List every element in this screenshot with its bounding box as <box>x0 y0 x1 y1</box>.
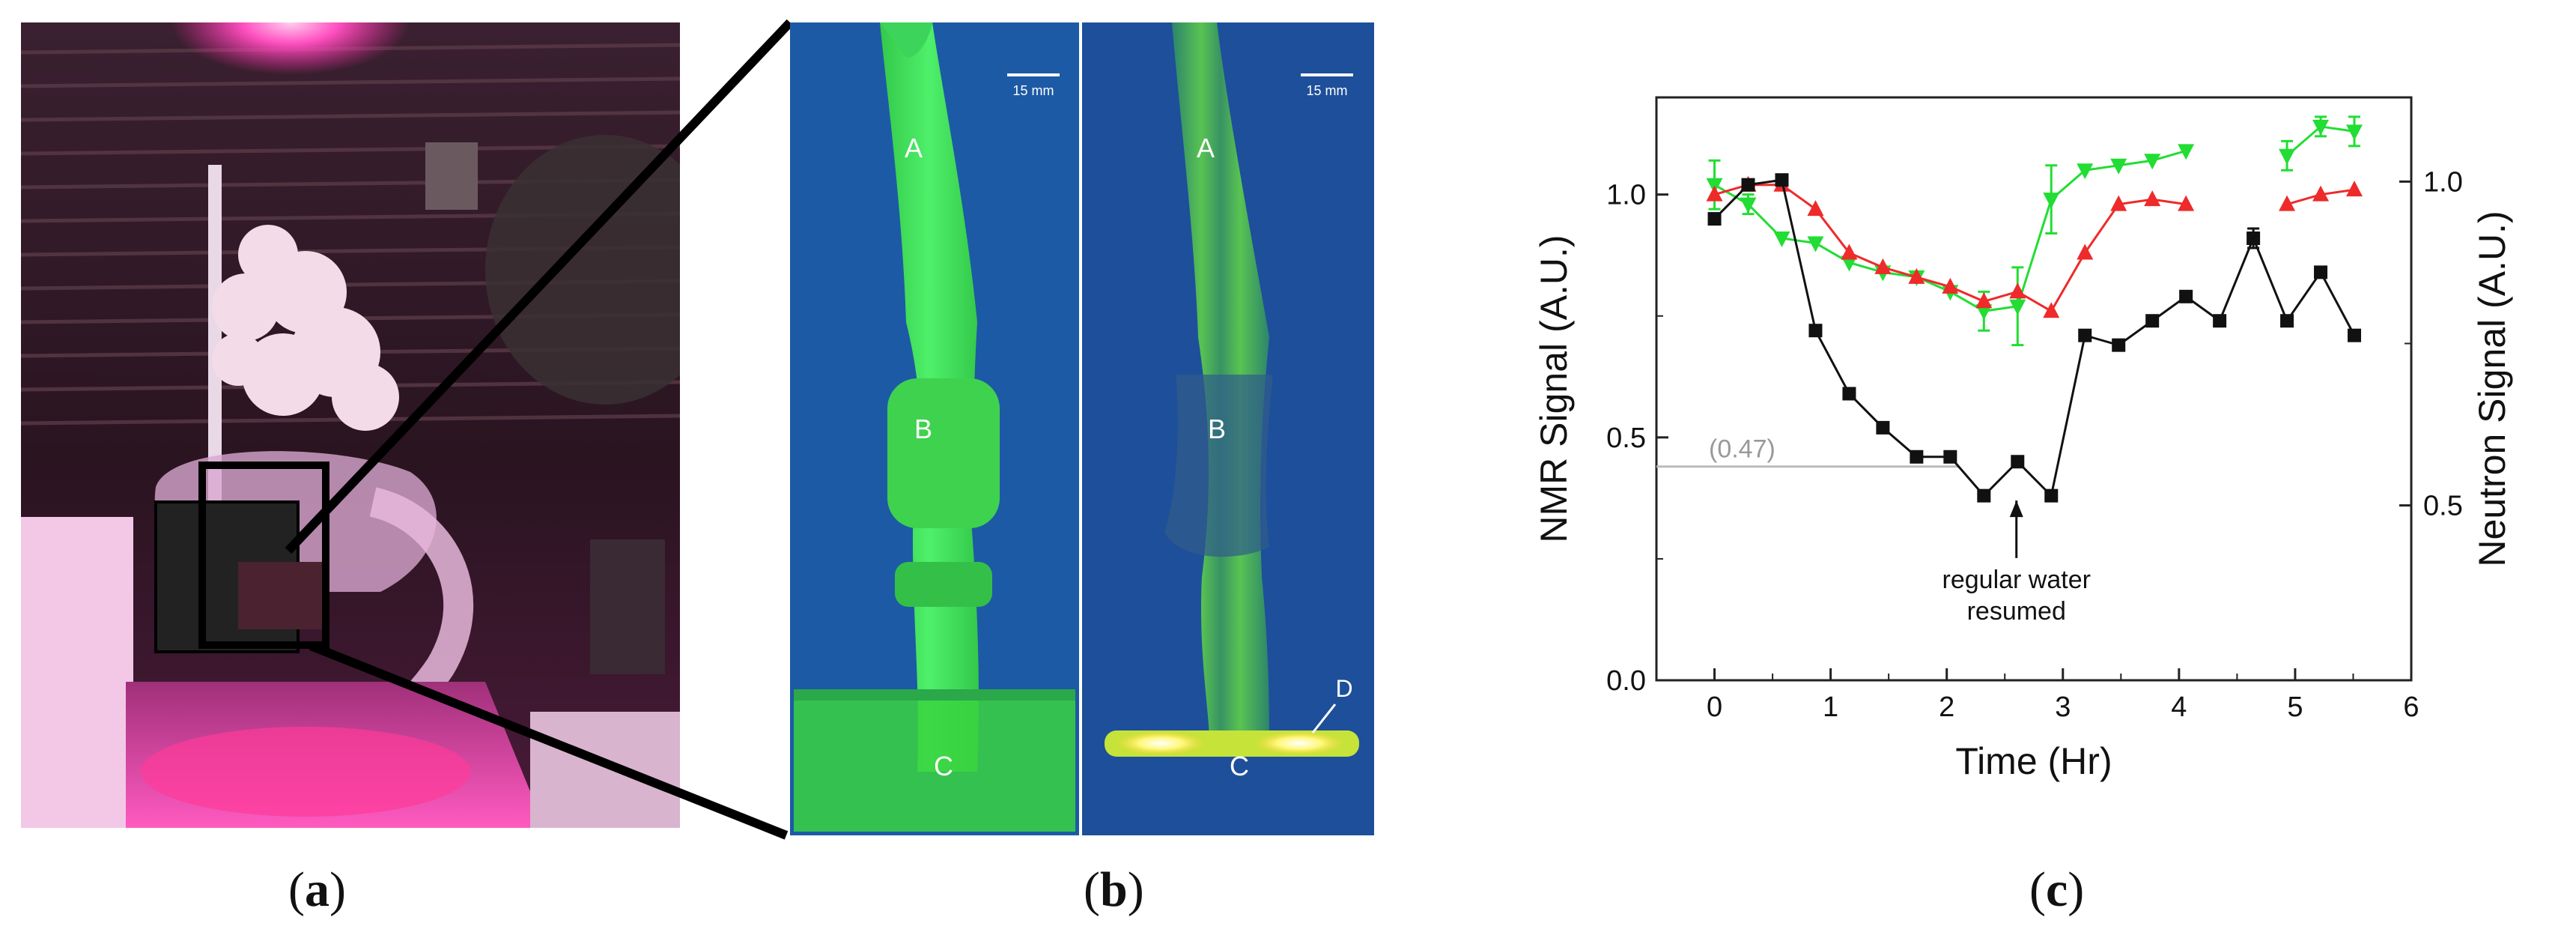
data-point-square <box>2247 232 2261 246</box>
data-point-triangle-up <box>2043 302 2060 318</box>
plot-frame <box>1655 96 2413 682</box>
data-point-square <box>2348 328 2362 342</box>
x-tick-label: 4 <box>2171 692 2187 723</box>
data-point-square <box>2011 455 2025 469</box>
y-right-tick-label: 1.0 <box>2423 166 2463 198</box>
data-point-triangle-down <box>1975 304 1993 321</box>
annotation-text-line: regular water <box>1942 566 2091 594</box>
x-axis-label: Time (Hr) <box>1955 740 2112 782</box>
data-point-square <box>2044 488 2059 503</box>
region-label-C-right: C <box>1230 751 1249 781</box>
data-point-triangle-down <box>2312 119 2330 136</box>
y-right-tick-label: 0.5 <box>2423 491 2463 522</box>
data-point-square <box>1943 450 1957 464</box>
data-point-square <box>1876 420 1890 435</box>
caption-a: (a) <box>288 862 346 917</box>
data-point-triangle-down <box>1773 232 1790 248</box>
data-point-square <box>1842 387 1856 401</box>
scale-bar-right-label: 15 mm <box>1306 83 1347 98</box>
data-point-triangle-up <box>1706 185 1723 202</box>
x-tick-label: 5 <box>2287 692 2303 723</box>
data-point-square <box>2213 314 2227 328</box>
data-point-triangle-down <box>2144 154 2161 170</box>
data-point-triangle-up <box>1942 277 1959 294</box>
zoom-box-overlay <box>198 19 794 840</box>
data-point-triangle-up <box>2312 185 2330 202</box>
data-point-square <box>2314 265 2328 279</box>
data-point-triangle-down <box>2178 144 2195 160</box>
x-tick-label: 6 <box>2403 692 2419 723</box>
data-point-triangle-up <box>2346 181 2363 197</box>
data-point-square <box>1808 324 1823 338</box>
caption-c: (c) <box>2029 862 2085 917</box>
data-point-triangle-down <box>2110 158 2127 175</box>
x-tick-label: 0 <box>1707 692 1722 723</box>
data-point-square <box>2280 314 2294 328</box>
region-label-C-left: C <box>934 751 953 781</box>
data-point-triangle-up <box>1841 243 1858 260</box>
data-point-triangle-down <box>2043 193 2060 209</box>
data-point-square <box>1707 212 1722 226</box>
reference-line-label: (0.47) <box>1709 435 1775 464</box>
annotation-arrow-head <box>2009 500 2023 518</box>
region-label-A-left: A <box>905 133 923 163</box>
data-point-triangle-up <box>2110 195 2127 211</box>
plant-photo <box>21 22 680 828</box>
data-point-triangle-up <box>2178 195 2195 211</box>
region-label-B-right: B <box>1208 414 1226 444</box>
y-axis-label-left: NMR Signal (A.U.) <box>1533 234 1575 542</box>
data-point-square <box>2179 289 2193 303</box>
caption-b: (b) <box>1084 862 1144 917</box>
series-line-0 <box>1713 178 2356 498</box>
data-point-square <box>2078 328 2092 342</box>
x-tick-label: 3 <box>2055 692 2071 723</box>
data-point-triangle-down <box>2279 148 2296 165</box>
data-point-triangle-up <box>1908 267 1925 284</box>
data-point-triangle-up <box>2279 195 2296 211</box>
region-label-D-right: D <box>1335 675 1352 702</box>
data-point-triangle-up <box>2009 282 2026 299</box>
y-left-tick-label: 1.0 <box>1606 180 1646 211</box>
data-point-triangle-down <box>1841 255 1858 272</box>
data-point-square <box>2145 314 2160 328</box>
data-point-triangle-down <box>2077 163 2094 180</box>
region-label-B-left: B <box>914 414 932 444</box>
data-point-triangle-up <box>2144 190 2161 207</box>
data-point-triangle-up <box>1807 200 1824 217</box>
data-point-square <box>1775 173 1789 187</box>
region-label-A-right: A <box>1197 133 1215 163</box>
data-point-triangle-down <box>2346 124 2363 141</box>
x-tick-label: 1 <box>1823 692 1838 723</box>
neutron-images: 15 mm A B C 15 mm A B C D <box>790 22 1374 835</box>
data-point-square <box>2112 338 2126 352</box>
scale-bar-left-label: 15 mm <box>1012 83 1054 98</box>
y-axis-label-right: Neutron Signal (A.U.) <box>2471 211 2513 566</box>
y-left-tick-label: 0.0 <box>1606 665 1646 697</box>
y-left-tick-label: 0.5 <box>1606 423 1646 454</box>
data-point-square <box>1977 488 1991 503</box>
data-point-triangle-up <box>1874 258 1892 274</box>
annotation-text-line: resumed <box>1967 597 2066 626</box>
data-point-triangle-down <box>2009 299 2026 315</box>
water-signal-chart: (0.47) 0 1 2 3 4 5 6 0.0 0.5 1.0 0.5 1.0 Time (Hr) NM… <box>1533 96 2513 782</box>
data-point-square <box>1741 178 1755 192</box>
x-tick-label: 2 <box>1939 692 1954 723</box>
data-point-triangle-up <box>1975 292 1993 309</box>
data-point-triangle-down <box>1807 236 1824 252</box>
data-point-square <box>1910 450 1924 464</box>
data-point-triangle-down <box>1740 197 1757 214</box>
data-point-triangle-up <box>2077 243 2094 260</box>
